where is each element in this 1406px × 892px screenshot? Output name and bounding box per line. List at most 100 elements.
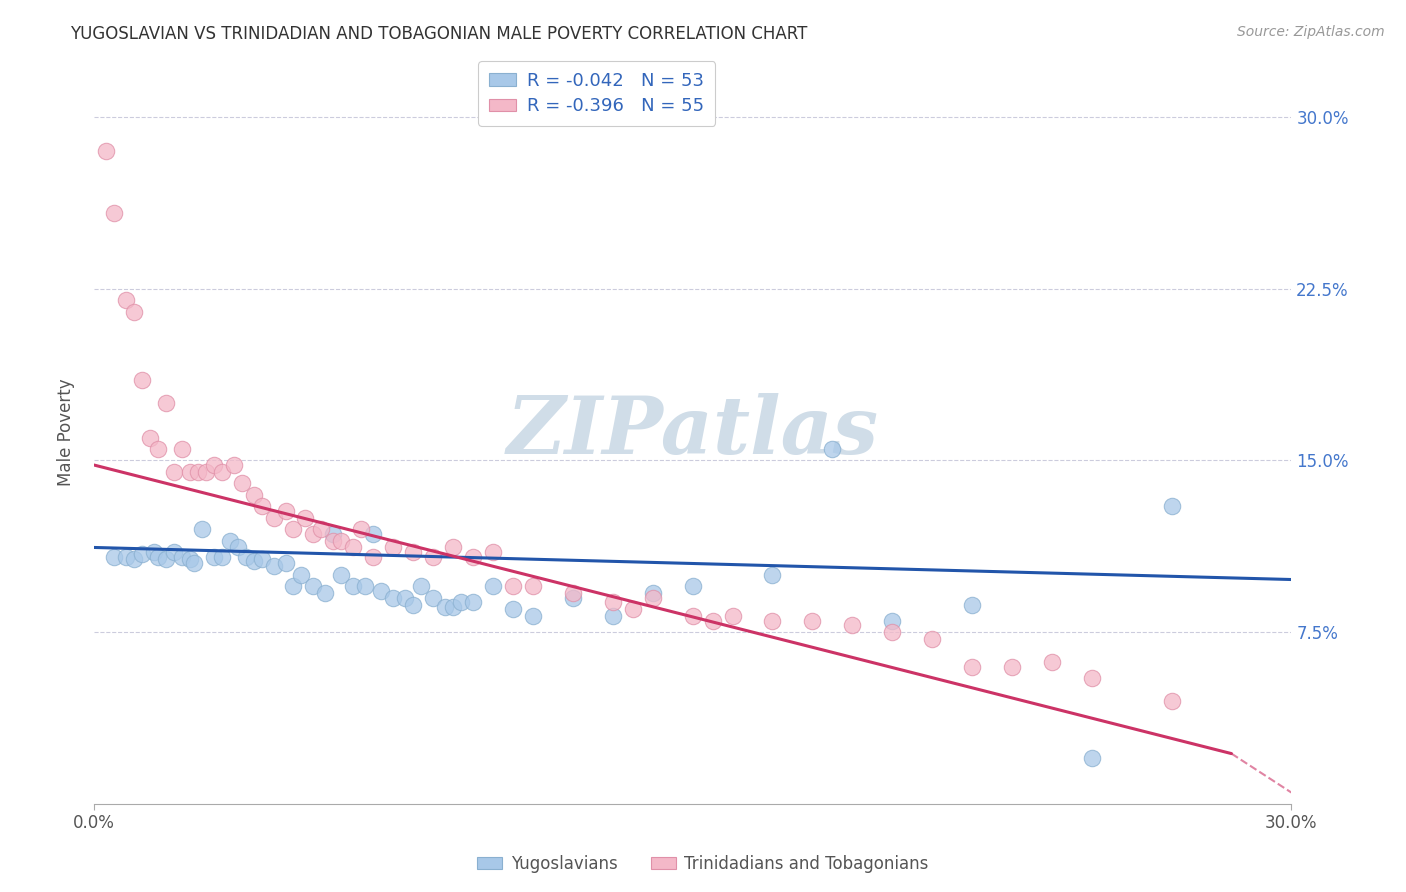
Point	[1081, 751, 1104, 765]
Point	[122, 552, 145, 566]
Point	[211, 465, 233, 479]
Point	[226, 541, 249, 555]
Point	[187, 465, 209, 479]
Point	[103, 549, 125, 564]
Point	[841, 618, 863, 632]
Point	[163, 465, 186, 479]
Point	[131, 373, 153, 387]
Point	[821, 442, 844, 456]
Point	[179, 552, 201, 566]
Point	[202, 549, 225, 564]
Point	[354, 579, 377, 593]
Point	[960, 598, 983, 612]
Point	[882, 625, 904, 640]
Point	[434, 600, 457, 615]
Point	[322, 533, 344, 548]
Point	[314, 586, 336, 600]
Point	[402, 598, 425, 612]
Point	[94, 145, 117, 159]
Point	[482, 545, 505, 559]
Point	[263, 558, 285, 573]
Legend: R = -0.042   N = 53, R = -0.396   N = 55: R = -0.042 N = 53, R = -0.396 N = 55	[478, 62, 716, 126]
Point	[602, 595, 624, 609]
Point	[350, 522, 373, 536]
Point	[155, 396, 177, 410]
Point	[263, 510, 285, 524]
Point	[761, 568, 783, 582]
Point	[461, 595, 484, 609]
Point	[170, 549, 193, 564]
Point	[1160, 694, 1182, 708]
Text: Source: ZipAtlas.com: Source: ZipAtlas.com	[1237, 25, 1385, 39]
Point	[242, 488, 264, 502]
Point	[231, 476, 253, 491]
Point	[222, 458, 245, 472]
Point	[422, 549, 444, 564]
Point	[122, 304, 145, 318]
Point	[411, 579, 433, 593]
Point	[274, 557, 297, 571]
Point	[441, 541, 464, 555]
Point	[682, 609, 704, 624]
Point	[561, 591, 583, 605]
Point	[322, 526, 344, 541]
Point	[502, 602, 524, 616]
Point	[402, 545, 425, 559]
Point	[115, 293, 138, 307]
Point	[190, 522, 212, 536]
Point	[283, 522, 305, 536]
Point	[382, 591, 405, 605]
Point	[218, 533, 240, 548]
Point	[801, 614, 824, 628]
Point	[363, 526, 385, 541]
Point	[363, 549, 385, 564]
Text: YUGOSLAVIAN VS TRINIDADIAN AND TOBAGONIAN MALE POVERTY CORRELATION CHART: YUGOSLAVIAN VS TRINIDADIAN AND TOBAGONIA…	[70, 25, 807, 43]
Point	[561, 586, 583, 600]
Point	[1160, 500, 1182, 514]
Point	[302, 579, 325, 593]
Point	[274, 504, 297, 518]
Point	[242, 554, 264, 568]
Point	[342, 579, 364, 593]
Point	[394, 591, 416, 605]
Point	[641, 591, 664, 605]
Point	[170, 442, 193, 456]
Point	[155, 552, 177, 566]
Point	[146, 549, 169, 564]
Point	[441, 600, 464, 615]
Point	[146, 442, 169, 456]
Point	[1001, 659, 1024, 673]
Point	[211, 549, 233, 564]
Point	[290, 568, 312, 582]
Point	[621, 602, 644, 616]
Point	[142, 545, 165, 559]
Point	[382, 541, 405, 555]
Y-axis label: Male Poverty: Male Poverty	[58, 378, 75, 485]
Point	[921, 632, 943, 646]
Legend: Yugoslavians, Trinidadians and Tobagonians: Yugoslavians, Trinidadians and Tobagonia…	[471, 848, 935, 880]
Point	[1081, 671, 1104, 685]
Point	[342, 541, 364, 555]
Point	[502, 579, 524, 593]
Point	[761, 614, 783, 628]
Point	[283, 579, 305, 593]
Point	[641, 586, 664, 600]
Point	[602, 609, 624, 624]
Point	[139, 430, 162, 444]
Point	[330, 568, 353, 582]
Point	[482, 579, 505, 593]
Point	[311, 522, 333, 536]
Point	[702, 614, 724, 628]
Point	[302, 526, 325, 541]
Point	[450, 595, 472, 609]
Point	[461, 549, 484, 564]
Point	[422, 591, 444, 605]
Point	[115, 549, 138, 564]
Point	[522, 579, 544, 593]
Point	[682, 579, 704, 593]
Point	[882, 614, 904, 628]
Point	[103, 206, 125, 220]
Point	[202, 458, 225, 472]
Point	[194, 465, 217, 479]
Point	[250, 500, 273, 514]
